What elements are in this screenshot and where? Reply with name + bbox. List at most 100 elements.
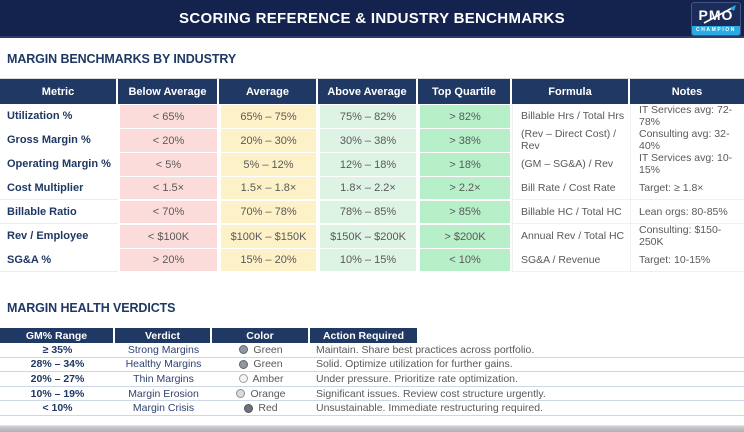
top-quartile-cell[interactable]: > 85% [418, 200, 512, 224]
benchmarks-header-cell: Average [219, 79, 318, 104]
action-cell[interactable]: Significant issues. Review cost structur… [316, 387, 546, 400]
benchmarks-header-cell: Notes [630, 79, 744, 104]
top-quartile-cell[interactable]: > 18% [418, 152, 512, 177]
benchmarks-table-row: Operating Margin % < 5% 5% – 12% 12% – 1… [0, 152, 744, 177]
pmo-logo-label: PMO [698, 6, 734, 23]
pmo-logo: PMO CHAMPION [691, 2, 741, 36]
average-cell[interactable]: $100K – $150K [219, 224, 318, 249]
benchmarks-table-row: SG&A % > 20% 15% – 20% 10% – 15% < 10% S… [0, 248, 744, 272]
verdicts-header-cell: Action Required [310, 328, 419, 343]
below-average-cell[interactable]: < $100K [118, 224, 219, 249]
action-cell[interactable]: Maintain. Share best practices across po… [316, 343, 535, 356]
page-title: SCORING REFERENCE & INDUSTRY BENCHMARKS [179, 9, 565, 27]
above-average-cell[interactable]: 75% – 82% [318, 104, 418, 129]
color-label: Green [253, 358, 283, 371]
benchmarks-table-row: Billable Ratio < 70% 70% – 78% 78% – 85%… [0, 200, 744, 224]
color-label: Amber [252, 372, 284, 385]
action-cell[interactable]: Under pressure. Prioritize rate optimiza… [316, 372, 518, 385]
metric-cell[interactable]: Utilization % [0, 104, 118, 129]
color-cell[interactable]: Green [212, 358, 310, 372]
verdicts-header-cell: Color [212, 328, 310, 343]
formula-cell[interactable]: SG&A / Revenue [512, 248, 630, 272]
average-cell[interactable]: 70% – 78% [219, 200, 318, 224]
color-cell[interactable]: Green [212, 343, 310, 357]
below-average-cell[interactable]: < 1.5× [118, 176, 219, 200]
notes-cell[interactable]: Consulting: $150-250K [630, 224, 744, 249]
color-cell[interactable]: Orange [212, 387, 310, 401]
notes-cell[interactable]: IT Services avg: 72-78% [630, 104, 744, 129]
above-average-cell[interactable]: 12% – 18% [318, 152, 418, 177]
header-bar: SCORING REFERENCE & INDUSTRY BENCHMARKS … [0, 0, 744, 38]
action-cell[interactable]: Unsustainable. Immediate restructuring r… [316, 402, 544, 415]
verdicts-header-row: GM% Range Verdict Color Action Required [0, 328, 744, 343]
verdict-cell[interactable]: Healthy Margins [125, 358, 202, 371]
benchmarks-header-cell: Below Average [118, 79, 219, 104]
formula-cell[interactable]: Bill Rate / Cost Rate [512, 176, 630, 200]
verdicts-header-cell: GM% Range [0, 328, 115, 343]
verdict-cell[interactable]: Margin Erosion [128, 387, 199, 400]
average-cell[interactable]: 20% – 30% [219, 128, 318, 153]
gm-range-cell[interactable]: 20% – 27% [30, 372, 85, 385]
formula-cell[interactable]: Annual Rev / Total HC [512, 224, 630, 249]
above-average-cell[interactable]: 78% – 85% [318, 200, 418, 224]
metric-cell[interactable]: Gross Margin % [0, 128, 118, 153]
notes-cell[interactable]: Lean orgs: 80-85% [630, 200, 744, 224]
benchmarks-table-row: Utilization % < 65% 65% – 75% 75% – 82% … [0, 104, 744, 129]
verdict-cell[interactable]: Thin Margins [133, 372, 194, 385]
top-quartile-cell[interactable]: > $200K [418, 224, 512, 249]
top-quartile-cell[interactable]: > 82% [418, 104, 512, 129]
gm-range-cell[interactable]: 10% – 19% [30, 387, 85, 400]
formula-cell[interactable]: Billable HC / Total HC [512, 200, 630, 224]
metric-cell[interactable]: SG&A % [0, 248, 118, 272]
top-quartile-cell[interactable]: > 2.2× [418, 176, 512, 200]
gm-range-cell[interactable]: ≥ 35% [42, 343, 73, 356]
metric-cell[interactable]: Operating Margin % [0, 152, 118, 177]
gm-range-cell[interactable]: 28% – 34% [30, 358, 85, 371]
verdict-cell[interactable]: Strong Margins [127, 343, 200, 356]
above-average-cell[interactable]: 30% – 38% [318, 128, 418, 153]
color-dot-icon [244, 403, 254, 413]
color-label: Red [258, 402, 278, 415]
formula-cell[interactable]: (GM – SG&A) / Rev [512, 152, 630, 177]
metric-cell[interactable]: Billable Ratio [0, 200, 118, 224]
color-label: Green [253, 343, 283, 356]
above-average-cell[interactable]: $150K – $200K [318, 224, 418, 249]
benchmarks-body: Utilization % < 65% 65% – 75% 75% – 82% … [0, 104, 744, 272]
below-average-cell[interactable]: > 20% [118, 248, 219, 272]
color-cell[interactable]: Red [212, 401, 310, 415]
section-heading-verdicts: MARGIN HEALTH VERDICTS [7, 301, 176, 315]
below-average-cell[interactable]: < 5% [118, 152, 219, 177]
below-average-cell[interactable]: < 20% [118, 128, 219, 153]
average-cell[interactable]: 15% – 20% [219, 248, 318, 272]
notes-cell[interactable]: Target: ≥ 1.8× [630, 176, 744, 200]
benchmarks-header-cell: Above Average [318, 79, 418, 104]
notes-cell[interactable]: Consulting avg: 32-40% [630, 128, 744, 153]
verdict-cell[interactable]: Margin Crisis [132, 402, 195, 415]
average-cell[interactable]: 5% – 12% [219, 152, 318, 177]
horizontal-scrollbar[interactable] [0, 425, 744, 432]
notes-cell[interactable]: Target: 10-15% [630, 248, 744, 272]
color-dot-icon [239, 359, 249, 369]
metric-cell[interactable]: Cost Multiplier [0, 176, 118, 200]
benchmarks-table-row: Rev / Employee < $100K $100K – $150K $15… [0, 224, 744, 249]
metric-cell[interactable]: Rev / Employee [0, 224, 118, 249]
average-cell[interactable]: 65% – 75% [219, 104, 318, 129]
formula-cell[interactable]: Billable Hrs / Total Hrs [512, 104, 630, 129]
top-quartile-cell[interactable]: < 10% [418, 248, 512, 272]
below-average-cell[interactable]: < 65% [118, 104, 219, 129]
notes-cell[interactable]: IT Services avg: 10-15% [630, 152, 744, 177]
gm-range-cell[interactable]: < 10% [42, 402, 73, 415]
color-cell[interactable]: Amber [212, 372, 310, 386]
above-average-cell[interactable]: 10% – 15% [318, 248, 418, 272]
verdicts-table: GM% Range Verdict Color Action Required … [0, 328, 744, 416]
below-average-cell[interactable]: < 70% [118, 200, 219, 224]
average-cell[interactable]: 1.5× – 1.8× [219, 176, 318, 200]
verdict-table-row: ≥ 35% Strong Margins Green Maintain. Sha… [0, 343, 744, 358]
formula-cell[interactable]: (Rev – Direct Cost) / Rev [512, 128, 630, 153]
action-cell[interactable]: Solid. Optimize utilization for further … [316, 358, 513, 371]
benchmarks-header-cell: Top Quartile [418, 79, 512, 104]
above-average-cell[interactable]: 1.8× – 2.2× [318, 176, 418, 200]
color-dot-icon [239, 345, 249, 355]
top-quartile-cell[interactable]: > 38% [418, 128, 512, 153]
